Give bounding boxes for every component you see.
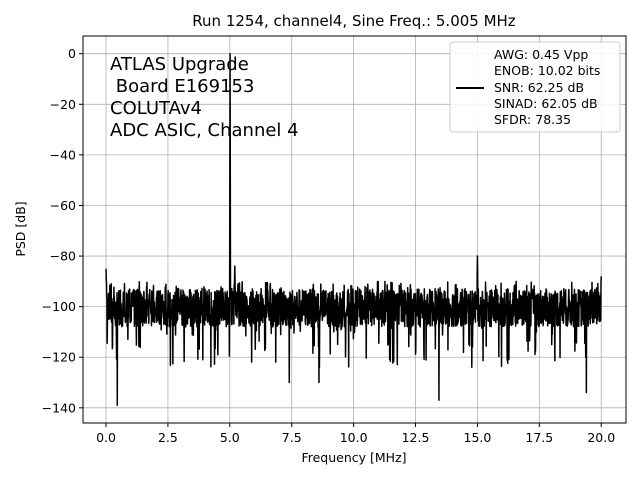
y-tick-label: −140 [42, 400, 76, 415]
y-tick-label: −60 [50, 198, 76, 213]
annotation-line: ADC ASIC, Channel 4 [110, 120, 299, 141]
x-tick-label: 10.0 [340, 430, 368, 445]
annotation-line: Board E169153 [110, 76, 254, 97]
series-group [105, 52, 602, 407]
y-tick-label: −80 [50, 249, 76, 264]
legend-entry: SNR: 62.25 dB [494, 80, 584, 95]
y-tick-label: −120 [42, 350, 76, 365]
x-tick-label: 2.5 [158, 430, 178, 445]
y-tick-label: 0 [68, 46, 76, 61]
x-tick-label: 5.0 [220, 430, 240, 445]
x-tick-label: 7.5 [282, 430, 302, 445]
legend-entry: ENOB: 10.02 bits [494, 63, 600, 78]
legend-entry: SINAD: 62.05 dB [494, 96, 598, 111]
x-axis-label: Frequency [MHz] [301, 450, 406, 465]
y-axis-label: PSD [dB] [13, 201, 28, 256]
annotation-line: ATLAS Upgrade [110, 54, 249, 75]
x-tick-label: 12.5 [402, 430, 430, 445]
chart-title: Run 1254, channel4, Sine Freq.: 5.005 MH… [192, 12, 516, 30]
y-tick-label: −20 [50, 97, 76, 112]
y-tick-label: −100 [42, 299, 76, 314]
legend-entry: SFDR: 78.35 [494, 112, 571, 127]
legend: AWG: 0.45 Vpp ENOB: 10.02 bits SNR: 62.2… [449, 41, 621, 133]
annotation-line: COLUTAv4 [110, 98, 202, 119]
annotation-block: ATLAS Upgrade Board E169153 COLUTAv4 ADC… [110, 54, 299, 141]
x-tick-label: 0.0 [96, 430, 116, 445]
y-tick-label: −40 [50, 147, 76, 162]
legend-box [449, 41, 621, 133]
x-tick-label: 20.0 [587, 430, 615, 445]
psd-series-line [105, 52, 602, 407]
ticks: 0.0 2.5 5.0 7.5 10.0 12.5 15.0 17.5 20.0 0 −20 −40 −… [42, 46, 616, 445]
x-tick-label: 17.5 [525, 430, 553, 445]
x-tick-label: 15.0 [464, 430, 492, 445]
plot-frame [82, 35, 627, 424]
legend-entry: AWG: 0.45 Vpp [494, 47, 588, 62]
